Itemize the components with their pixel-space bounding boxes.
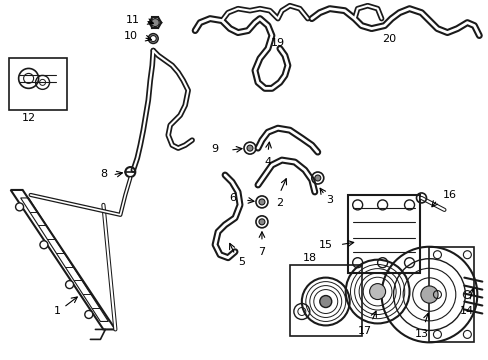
Text: 13: 13 (414, 329, 427, 339)
Text: 15: 15 (318, 240, 332, 250)
Bar (289, 265, 361, 336)
Text: 17: 17 (357, 327, 371, 336)
Circle shape (369, 284, 385, 300)
Text: 2: 2 (276, 198, 283, 208)
Circle shape (314, 175, 320, 181)
Text: 8: 8 (100, 169, 107, 179)
Bar (347, 195, 419, 273)
Text: 5: 5 (238, 257, 245, 267)
Text: 18: 18 (302, 253, 316, 263)
Circle shape (84, 310, 93, 319)
Text: 12: 12 (21, 113, 36, 123)
Text: 10: 10 (124, 31, 138, 41)
Text: 6: 6 (229, 193, 236, 203)
Text: 20: 20 (382, 33, 396, 44)
Circle shape (40, 241, 48, 249)
Text: 3: 3 (325, 195, 333, 205)
Circle shape (65, 280, 73, 289)
Circle shape (259, 219, 264, 225)
Circle shape (420, 286, 437, 303)
Circle shape (319, 296, 331, 307)
Text: 4: 4 (264, 157, 271, 167)
Circle shape (246, 145, 252, 151)
Text: 19: 19 (270, 37, 285, 48)
Circle shape (16, 203, 23, 211)
Text: 14: 14 (459, 306, 473, 316)
Text: 7: 7 (258, 247, 265, 257)
Text: 11: 11 (126, 15, 140, 24)
Text: 9: 9 (211, 144, 218, 154)
Bar (9, 58, 66, 110)
Circle shape (151, 19, 159, 27)
Text: 16: 16 (442, 190, 455, 200)
Circle shape (148, 33, 158, 44)
Bar (428, 247, 473, 342)
Circle shape (259, 199, 264, 205)
Text: 1: 1 (54, 306, 61, 316)
Circle shape (150, 36, 156, 41)
